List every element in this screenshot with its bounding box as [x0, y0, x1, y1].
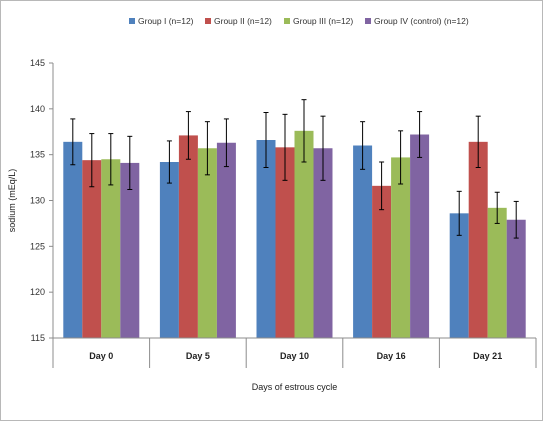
- bar: [178, 135, 198, 338]
- bar: [410, 134, 430, 338]
- y-axis: 115 120 125 130 135 140 145: [30, 58, 54, 343]
- bar: [275, 147, 295, 338]
- legend-swatch: [205, 18, 211, 24]
- bar: [313, 148, 333, 338]
- bar: [216, 142, 236, 338]
- bar: [120, 162, 140, 338]
- bar: [63, 141, 83, 338]
- y-tick-label: 130: [30, 196, 45, 206]
- x-tick-label: Day 10: [280, 351, 309, 361]
- bar: [468, 141, 488, 338]
- legend-entry: Group I (n=12): [138, 16, 194, 26]
- y-tick-label: 125: [30, 241, 45, 251]
- legend-swatch: [129, 18, 135, 24]
- bar: [506, 219, 526, 338]
- bar: [82, 160, 102, 338]
- y-tick-label: 135: [30, 150, 45, 160]
- bar: [197, 148, 217, 338]
- x-tick-label: Day 16: [377, 351, 406, 361]
- y-tick-label: 115: [31, 333, 45, 343]
- y-axis-title: sodium (mEq/L): [7, 169, 17, 233]
- bar: [294, 130, 314, 338]
- bars: [63, 99, 526, 338]
- y-tick-label: 145: [30, 58, 45, 68]
- bar: [159, 162, 179, 338]
- bar: [372, 185, 392, 338]
- legend-swatch: [365, 18, 371, 24]
- bar: [353, 145, 373, 338]
- bar: [487, 207, 507, 338]
- legend-swatch: [284, 18, 290, 24]
- legend-entry: Group IV (control) (n=12): [374, 16, 469, 26]
- x-tick-label: Day 0: [89, 351, 113, 361]
- y-tick-label: 120: [30, 287, 45, 297]
- bar: [101, 159, 121, 338]
- y-tick-label: 140: [30, 104, 45, 114]
- x-tick-label: Day 5: [186, 351, 210, 361]
- bar: [449, 213, 469, 338]
- bar: [256, 140, 276, 338]
- legend-entry: Group II (n=12): [214, 16, 272, 26]
- legend: Group I (n=12) Group II (n=12) Group III (…: [129, 16, 469, 26]
- bar: [391, 157, 411, 338]
- legend-entry: Group III (n=12): [293, 16, 353, 26]
- x-axis-title: Days of estrous cycle: [252, 382, 338, 392]
- x-axis: Day 0 Day 5 Day 10 Day 16 Day 21: [52, 337, 537, 368]
- x-tick-label: Day 21: [473, 351, 502, 361]
